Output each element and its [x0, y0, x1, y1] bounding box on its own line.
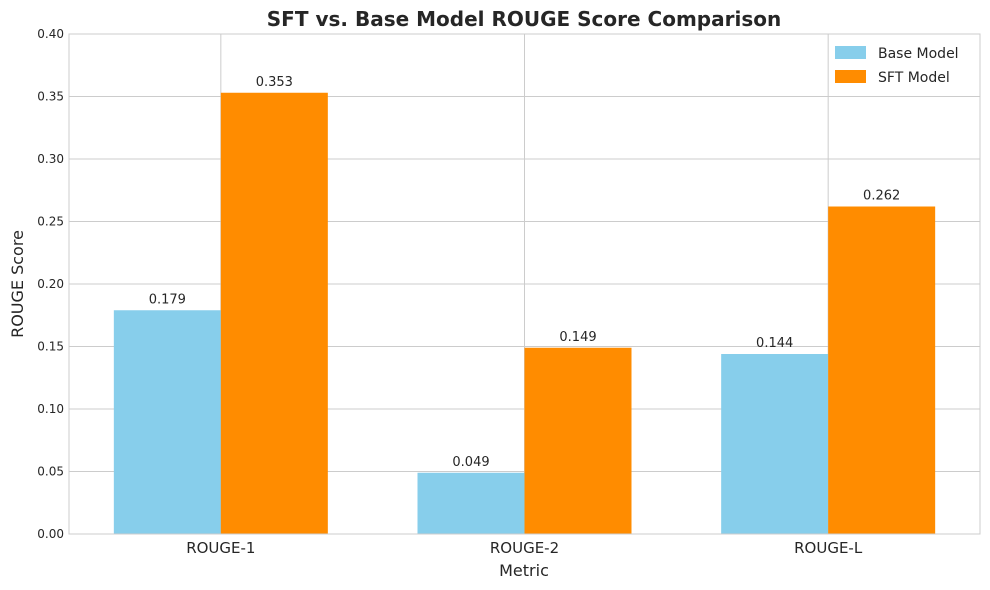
y-tick-label: 0.25: [37, 215, 64, 229]
y-axis-ticks: 0.00 0.05 0.10 0.15 0.20 0.25 0.30 0.35 0.40: [37, 27, 64, 541]
legend-label: Base Model: [878, 46, 959, 62]
y-tick-label: 0.40: [37, 27, 64, 41]
y-tick-label: 0.05: [37, 465, 64, 479]
data-labels: 0.179 0.049 0.144 0.353 0.149 0.262: [149, 75, 901, 470]
bar-value-label: 0.049: [452, 455, 489, 470]
legend: Base Model SFT Model: [835, 46, 959, 86]
plot-area: 0.179 0.049 0.144 0.353 0.149 0.262: [68, 33, 981, 535]
bars: [113, 92, 936, 534]
x-axis-ticks: ROUGE-1 ROUGE-2 ROUGE-L: [186, 539, 863, 557]
bar-value-label: 0.144: [756, 336, 793, 351]
x-tick-label: ROUGE-1: [186, 539, 255, 557]
x-axis-title: Metric: [499, 561, 549, 580]
legend-swatch: [835, 46, 866, 59]
bar-value-label: 0.179: [149, 292, 186, 307]
bar-value-label: 0.149: [559, 330, 596, 345]
y-tick-label: 0.20: [37, 277, 64, 291]
y-tick-label: 0.35: [37, 90, 64, 104]
bar-base-model: [721, 354, 829, 534]
x-tick-label: ROUGE-L: [794, 539, 863, 557]
y-tick-label: 0.00: [37, 527, 64, 541]
bar-base-model: [417, 472, 525, 534]
y-tick-label: 0.15: [37, 340, 64, 354]
bar-sft-model: [828, 206, 936, 534]
bar-sft-model: [220, 92, 328, 534]
chart-title: SFT vs. Base Model ROUGE Score Compariso…: [267, 7, 781, 31]
y-axis-title: ROUGE Score: [8, 230, 27, 338]
legend-label: SFT Model: [878, 70, 950, 86]
plot-border: [68, 33, 981, 535]
x-tick-label: ROUGE-2: [490, 539, 559, 557]
bar-sft-model: [524, 347, 632, 534]
bar-value-label: 0.262: [863, 189, 900, 204]
bar-value-label: 0.353: [256, 75, 293, 90]
bar-base-model: [113, 310, 221, 534]
y-tick-label: 0.10: [37, 402, 64, 416]
legend-swatch: [835, 70, 866, 83]
y-tick-label: 0.30: [37, 152, 64, 166]
